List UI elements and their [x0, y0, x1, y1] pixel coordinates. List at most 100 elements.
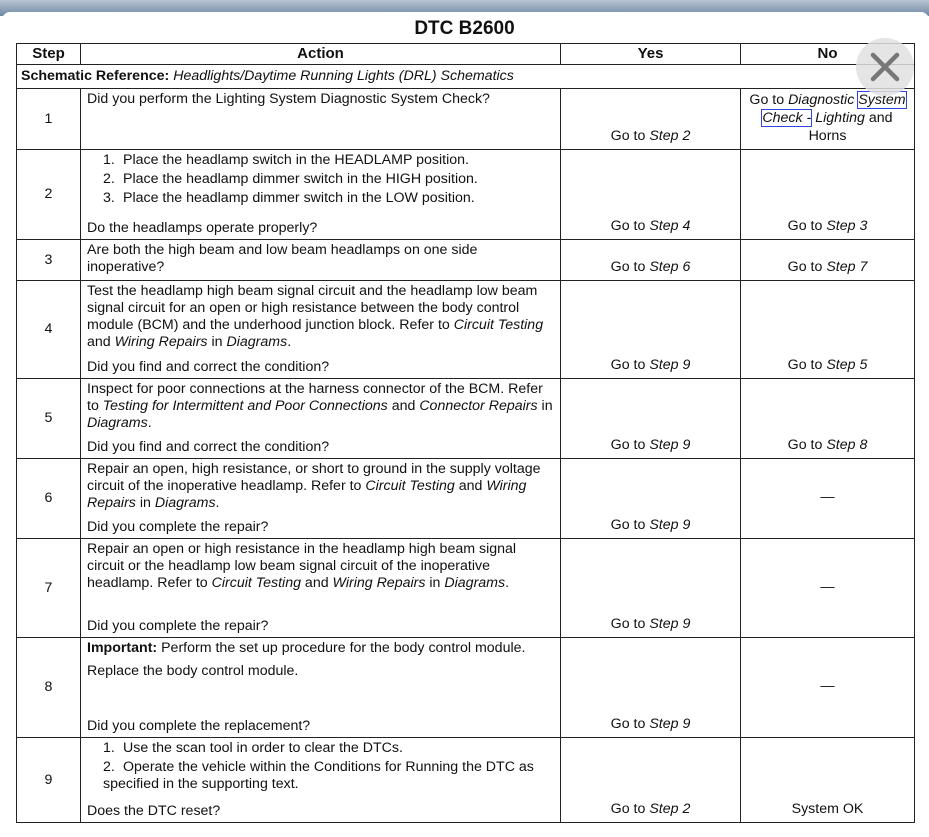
text: Go to	[787, 437, 827, 453]
yes-cell: Go to Step 9	[560, 458, 741, 539]
reference-text[interactable]: Step 9	[649, 716, 691, 732]
action-question: Did you find and correct the condition?	[87, 439, 554, 456]
action-cell: 1. Use the scan tool in order to clear th…	[80, 737, 561, 823]
text: Go to	[749, 92, 789, 108]
yes-cell: Go to Step 9	[560, 637, 741, 738]
step-number: 9	[16, 737, 81, 823]
text: .	[287, 334, 292, 350]
action-question: Did you complete the repair?	[87, 519, 554, 536]
text: and	[87, 334, 115, 350]
step-number: 7	[16, 538, 81, 638]
reference-text[interactable]: Wiring Repairs	[332, 575, 426, 591]
reference-text[interactable]: Step 5	[826, 357, 868, 373]
no-cell: —	[740, 538, 915, 638]
reference-text[interactable]: Circuit Testing	[211, 575, 301, 591]
text: and Horns	[808, 110, 893, 144]
text: Repair an open or high resistance in the…	[87, 541, 517, 591]
schematic-row: Schematic Reference: Headlights/Daytime …	[16, 64, 915, 89]
text: in	[207, 334, 227, 350]
action-cell: Repair an open, high resistance, or shor…	[80, 458, 561, 539]
reference-text[interactable]: Diagrams	[444, 575, 506, 591]
yes-cell: Go to Step 6	[560, 239, 741, 281]
text: Inspect for poor connections at the harn…	[87, 381, 543, 414]
header-action: Action	[80, 43, 561, 65]
reference-text[interactable]: Diagnostic	[788, 92, 855, 108]
diagnostic-link[interactable]: System Check -	[761, 91, 907, 127]
reference-text[interactable]: Step 7	[826, 259, 868, 275]
header-yes: Yes	[560, 43, 741, 65]
reference-text[interactable]: Connector Repairs	[419, 398, 538, 414]
action-question: Did you complete the repair?	[87, 618, 554, 635]
close-button[interactable]	[856, 38, 914, 96]
action-cell: Test the headlamp high beam signal circu…	[80, 280, 561, 379]
text: Did you perform the Lighting System Diag…	[87, 91, 490, 107]
action-cell: Did you perform the Lighting System Diag…	[80, 88, 561, 150]
action-question: Did you complete the replacement?	[87, 718, 554, 735]
no-cell: Go to Step 8	[740, 378, 915, 459]
text: Go to	[610, 218, 650, 234]
step-number: 4	[16, 280, 81, 379]
reference-text[interactable]: Diagrams	[154, 495, 216, 511]
step-row: 4 Test the headlamp high beam signal circ…	[16, 280, 915, 379]
text: and	[387, 398, 420, 414]
reference-text[interactable]: Diagrams	[226, 334, 288, 350]
action-cell: Are both the high beam and low beam head…	[80, 239, 561, 281]
step-row: 1 Did you perform the Lighting System Dia…	[16, 88, 915, 150]
reference-text[interactable]: Step 9	[649, 357, 691, 373]
reference-text[interactable]: Step 3	[826, 218, 868, 234]
dtc-table: Step Action Yes No Schematic Reference: …	[16, 43, 915, 823]
reference-text[interactable]: Wiring Repairs	[114, 334, 208, 350]
header-row: Step Action Yes No	[16, 43, 915, 65]
schematic-link[interactable]: Headlights/Daytime Running Lights (DRL) …	[173, 68, 514, 84]
reference-text[interactable]: Circuit Testing	[365, 478, 455, 494]
reference-text[interactable]: Step 2	[649, 801, 691, 817]
action-paragraph: 1. Use the scan tool in order to clear th…	[87, 740, 554, 757]
step-row: 2 1. Place the headlamp switch in the HEAD…	[16, 149, 915, 240]
reference-text[interactable]: Step 6	[649, 259, 691, 275]
list-number: 1.	[103, 152, 115, 168]
reference-text[interactable]: Lighting	[815, 110, 865, 126]
action-question: Does the DTC reset?	[87, 803, 554, 820]
reference-text[interactable]: Step 9	[649, 437, 691, 453]
text: and	[454, 478, 487, 494]
action-cell: Repair an open or high resistance in the…	[80, 538, 561, 638]
text: Did you complete the replacement?	[87, 718, 311, 734]
reference-text[interactable]: Diagrams	[87, 415, 148, 431]
text: Did you complete the repair?	[87, 519, 269, 535]
reference-text[interactable]: Step 8	[826, 437, 868, 453]
action-cell: Inspect for poor connections at the harn…	[80, 378, 561, 459]
text: in	[425, 575, 445, 591]
action-paragraph: 3. Place the headlamp dimmer switch in th…	[87, 190, 554, 207]
action-paragraph: Repair an open, high resistance, or shor…	[87, 461, 554, 512]
text: in	[135, 495, 155, 511]
reference-text[interactable]: Testing for Intermittent and Poor Connec…	[102, 398, 388, 414]
reference-text[interactable]: Wiring Repairs	[87, 478, 527, 511]
action-paragraph: 2. Place the headlamp dimmer switch in th…	[87, 171, 554, 188]
step-number: 1	[16, 88, 81, 150]
text: .	[505, 575, 510, 591]
action-paragraph: Repair an open or high resistance in the…	[87, 541, 554, 592]
no-cell: Go to Diagnostic System Check - Lighting…	[740, 88, 915, 150]
text: Place the headlamp dimmer switch in the …	[123, 171, 478, 187]
text: Are both the high beam and low beam head…	[87, 242, 478, 275]
no-cell: Go to Step 3	[740, 149, 915, 240]
text: Did you find and correct the condition?	[87, 359, 330, 375]
reference-text[interactable]: Step 9	[649, 616, 691, 632]
reference-text[interactable]: Step 9	[649, 517, 691, 533]
text: Important:	[87, 640, 158, 656]
text: Use the scan tool in order to clear the …	[123, 740, 403, 756]
reference-text[interactable]: Step 4	[649, 218, 691, 234]
step-row: 5 Inspect for poor connections at the har…	[16, 378, 915, 459]
list-number: 2.	[103, 171, 115, 187]
text: Go to	[610, 437, 650, 453]
yes-cell: Go to Step 9	[560, 538, 741, 638]
text: Operate the vehicle within the Condition…	[103, 759, 534, 792]
reference-text[interactable]: Step 2	[649, 128, 691, 144]
text: Go to	[610, 128, 650, 144]
step-number: 6	[16, 458, 81, 539]
reference-text[interactable]: Circuit Testing	[453, 317, 544, 333]
no-cell: Go to Step 5	[740, 280, 915, 379]
step-row: 6 Repair an open, high resistance, or sho…	[16, 458, 915, 539]
list-number: 1.	[103, 740, 115, 756]
text: and	[300, 575, 333, 591]
